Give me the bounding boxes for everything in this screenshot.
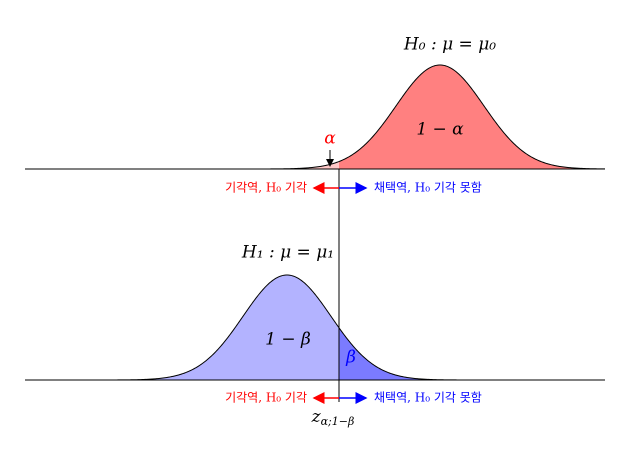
reject-text: 기각역, H₀ 기각	[225, 181, 307, 195]
h1-label: H₁ : μ = μ₁	[241, 243, 334, 263]
one-minus-beta: 1 − β	[265, 330, 311, 350]
beta-label: β	[345, 348, 356, 368]
critical-value: zα;1−β	[311, 407, 355, 429]
critical-subscript: α;1−β	[321, 415, 355, 428]
curves	[25, 64, 606, 381]
accept-area-h0	[339, 65, 605, 169]
reject-text: 기각역, H₀ 기각	[225, 391, 307, 405]
power-area	[120, 275, 339, 380]
accept-text: 채택역, H₀ 기각 못함	[374, 391, 482, 405]
beta-area	[339, 327, 470, 380]
alpha-area	[300, 161, 339, 169]
accept-text: 채택역, H₀ 기각 못함	[374, 181, 482, 195]
one-minus-alpha: 1 − α	[416, 120, 464, 140]
h0-label: H₀ : μ = μ₀	[403, 35, 496, 55]
critical-symbol: z	[311, 407, 322, 427]
alpha-label: α	[324, 129, 336, 149]
